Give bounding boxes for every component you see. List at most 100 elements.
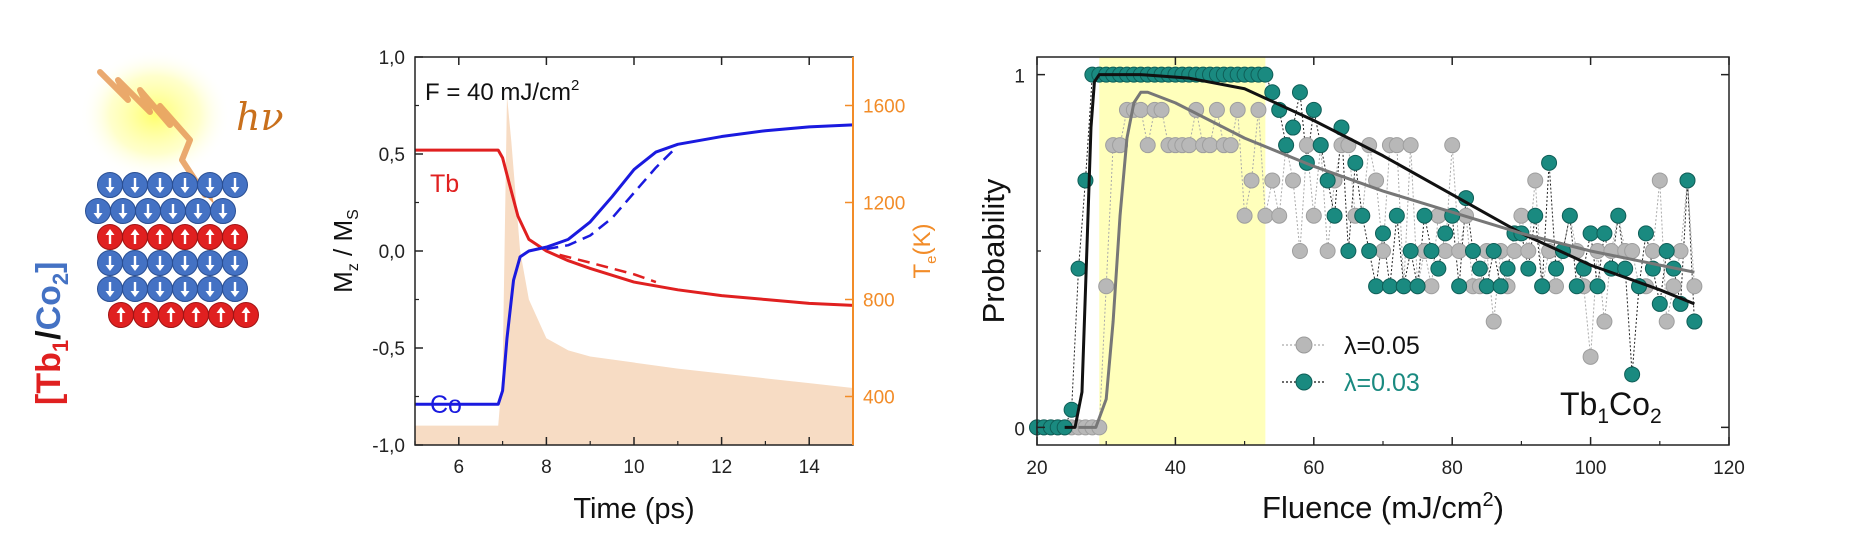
scatter-point-l003 [1471,260,1488,277]
spin-atom-co [147,172,173,198]
spin-atom-tb [97,224,123,250]
scatter-point-l003 [1437,225,1454,242]
scatter-point-l005 [1582,348,1599,365]
y2-tick-label: 1600 [863,97,905,118]
scatter-point-l003 [1416,207,1433,224]
spin-atom-co [147,250,173,276]
x-tick-label: 12 [711,457,732,478]
scatter-point-l005 [1257,207,1274,224]
tb-subscript: 1 [48,340,73,352]
chart1-ylabel: Mz / MS [328,209,362,293]
spin-atom-co [222,250,248,276]
chart2-legend: λ=0.05 λ=0.03 [1282,332,1420,397]
scatter-point-l003 [1347,154,1364,171]
y-tick-label: -0,5 [372,339,405,360]
scatter-point-l003 [1610,207,1627,224]
spin-atom-co [185,198,211,224]
scatter-point-l003 [1257,66,1274,83]
spin-atom-co [135,198,161,224]
series-co-line [415,123,854,406]
y-tick-label: -1,0 [372,436,405,457]
scatter-point-l003 [1561,207,1578,224]
scatter-point-l005 [1202,137,1218,154]
spin-atom-tb [197,224,223,250]
scatter-point-l005 [1305,207,1322,224]
spin-atom-co [172,172,198,198]
spin-atom-tb [208,302,234,328]
scatter-point-l003 [1291,84,1308,101]
scatter-point-l005 [1285,172,1302,189]
scatter-point-l005 [1624,243,1641,259]
x-tick-label: 6 [454,457,465,478]
scatter-point-l003 [1375,225,1391,242]
scatter-point-l003 [1430,260,1447,277]
scatter-point-l003 [1278,137,1295,154]
scatter-point-l005 [1437,243,1454,259]
scatter-point-l003 [1658,243,1675,259]
scatter-point-l003 [1589,278,1606,295]
y2-tick-label: 800 [863,291,895,312]
series-label-tb: Tb [430,170,459,198]
scatter-point-l003 [1541,154,1558,171]
spin-atom-co [122,172,148,198]
y2-tick-label: 400 [863,388,895,409]
spin-atom-tb [133,302,159,328]
chart2-ylabel: Probability [976,178,1011,323]
scatter-point-l005 [1444,137,1461,154]
scatter-point-l003 [1596,225,1613,242]
y-tick-label: 0 [1014,419,1025,440]
scatter-point-l005 [1520,243,1537,259]
spin-atom-co [197,276,223,302]
scatter-point-l005 [1513,207,1530,224]
spin-atom-tb [222,224,248,250]
spin-atom-co [97,250,123,276]
scatter-point-l005 [1485,313,1502,330]
open-bracket: [ [30,394,68,405]
temperature-area [415,95,853,446]
scatter-point-l003 [1423,243,1440,259]
y-tick-label: 1,0 [379,48,405,69]
spin-atom-co [197,172,223,198]
fit-curve-2 [1064,73,1695,429]
scatter-point-l005 [1153,101,1170,118]
scatter-point-l005 [1181,137,1198,154]
close-bracket: ] [30,262,68,273]
scatter-point-l005 [1388,137,1405,154]
legend-label-005: λ=0.05 [1344,332,1420,360]
x-tick-label: 20 [1026,458,1047,479]
scatter-point-l005 [1132,101,1149,118]
series-tb-line [415,148,854,307]
scatter-point-l005 [1243,172,1260,189]
x-tick-label: 10 [623,457,644,478]
scatter-point-l003 [1499,260,1516,277]
scatter-point-l003 [1534,278,1551,295]
scatter-point-l005 [1402,137,1419,154]
x-tick-label: 60 [1303,458,1324,479]
spin-atom-co [122,276,148,302]
co-subscript: 2 [48,273,73,285]
photon-glow [80,50,230,180]
scatter-point-l005 [1672,243,1689,259]
scatter-point-l005 [1139,137,1156,154]
spin-atom-co [172,250,198,276]
scatter-point-l005 [1291,243,1308,259]
scatter-point-l003 [1326,207,1343,224]
spin-atom-co [122,250,148,276]
scatter-point-l005 [1644,243,1661,259]
scatter-point-l003 [1409,278,1426,295]
x-tick-label: 8 [541,457,552,478]
scatter-point-l005 [1686,278,1703,295]
series-dashed-3-line [546,149,675,251]
scatter-point-l003 [1492,278,1509,295]
spin-lattice [85,172,259,328]
scatter-point-l005 [1250,101,1267,118]
scatter-point-l003 [1485,243,1502,259]
scatter-point-l003 [1527,207,1544,224]
scatter-connector-0 [1037,109,1695,428]
scatter-point-l005 [1264,172,1281,189]
x-tick-label: 120 [1713,458,1745,479]
legend-label-003: λ=0.03 [1344,369,1420,397]
scatter-point-l003 [1354,207,1371,224]
scatter-point-l005 [1548,278,1564,295]
spin-atom-co [110,198,136,224]
